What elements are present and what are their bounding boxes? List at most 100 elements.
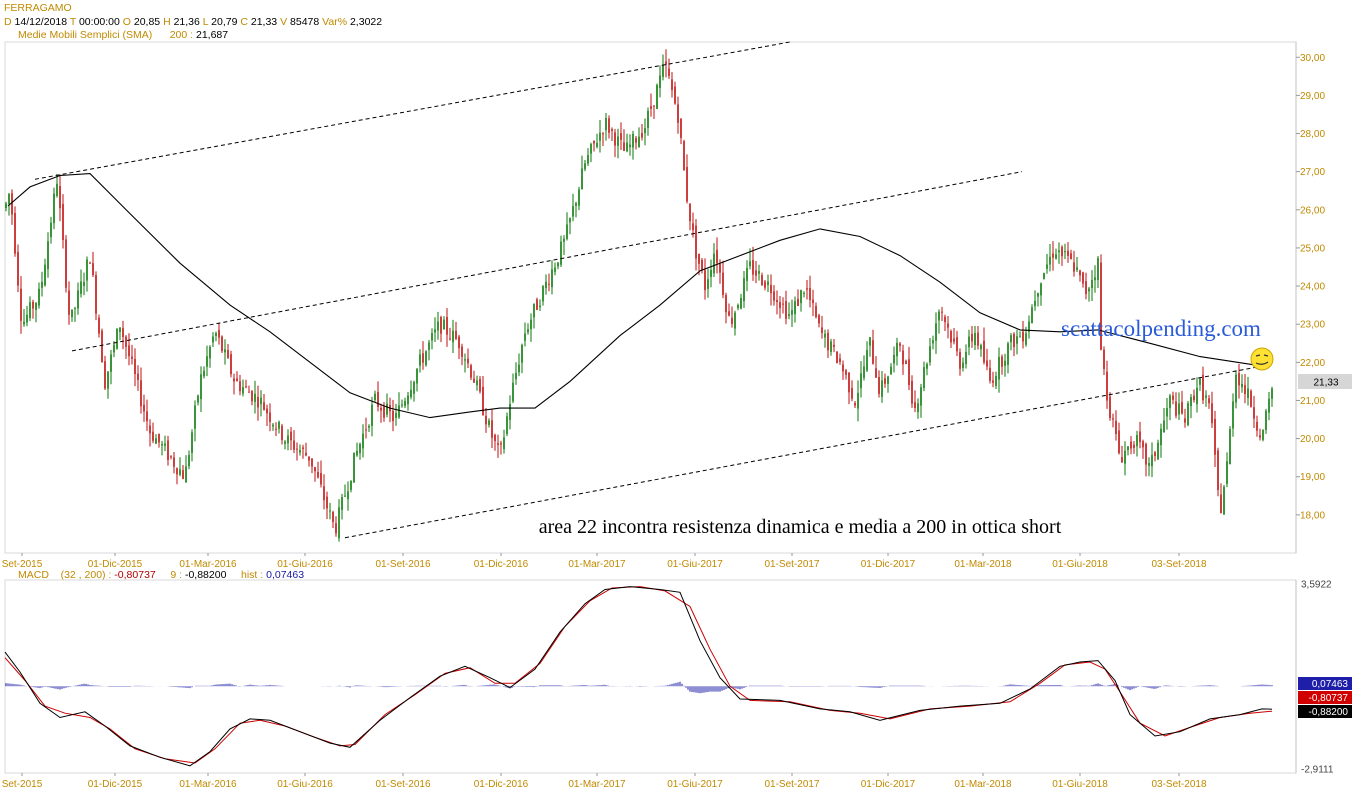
price-y-tick-label: 29,00 [1300,91,1325,102]
candle-body [743,278,745,302]
candle-body [1148,463,1150,466]
candle-body [1157,442,1159,460]
candle-body [1100,262,1102,350]
time-value: 00:00:00 [78,16,120,28]
x-tick-label: 01-Mar-2017 [568,559,626,570]
candle-body [251,391,253,402]
x-tick-label: 01-Set-2016 [375,779,430,790]
candle-body [980,345,982,350]
candle-body [551,269,553,288]
candle-body [623,142,625,151]
candle-body [284,441,286,444]
candle-body [242,387,244,394]
macd-value-tag-label: -0,88200 [1309,707,1349,718]
candle-body [314,467,316,472]
candle-body [920,387,922,406]
candle-body [1013,333,1015,347]
candle-body [134,358,136,375]
candle-body [140,380,142,407]
candle-body [257,396,259,408]
candle-body [335,523,337,534]
macd-x-ticks: Set-2015 01-Dic-2015 01-Mar-2016 01-Giu-201… [2,773,1207,790]
candle-body [722,272,724,295]
candle-body [512,382,514,402]
candle-body [446,316,448,335]
price-panel-frame [4,41,1297,554]
candle-body [866,350,868,371]
candle-body [782,303,784,305]
date-label: D [4,16,12,28]
candle-body [476,380,478,386]
candle-body [1136,435,1138,447]
candle-body [1163,420,1165,433]
candle-body [710,269,712,277]
candle-body [563,238,565,242]
trendline [344,365,1263,539]
candle-body [758,271,760,274]
candle-body [848,372,850,393]
candle-body [1118,430,1120,454]
candle-body [176,468,178,475]
candle-body [1079,270,1081,276]
candle-body [293,440,295,450]
candle-body [356,450,358,456]
candle-body [923,367,925,389]
candle-body [470,365,472,378]
candle-body [803,292,805,294]
candle-body [95,275,97,314]
candle-body [503,437,505,450]
candle-body [824,333,826,338]
candle-body [797,298,799,306]
candle-body [1262,430,1264,440]
candle-body [611,129,613,131]
candle-body [881,380,883,397]
candle-body [1172,395,1174,400]
candle-body [896,342,898,357]
candle-body [413,381,415,394]
macd-y-tick-label: 3,5922 [1301,580,1332,591]
candle-body [143,404,145,412]
candle-body [884,378,886,384]
candle-body [110,354,112,372]
candle-body [101,330,103,363]
candle-body [77,290,79,309]
candle-body [854,402,856,406]
candle-body [785,301,787,319]
candle-body [677,104,679,123]
candle-body [5,203,7,208]
candle-body [908,359,910,386]
candle-body [1091,279,1093,288]
candle-body [992,380,994,383]
candle-body [440,317,442,334]
candle-body [830,341,832,353]
candle-body [74,308,76,310]
candle-body [350,480,352,490]
candle-body [383,406,385,418]
candle-body [119,327,121,333]
x-tick-label: 01-Mar-2017 [568,779,626,790]
candle-body [638,136,640,148]
candle-body [761,275,763,286]
candle-body [395,413,397,418]
candle-body [290,431,292,441]
price-y-tick-label: 22,00 [1300,358,1325,369]
candle-body [416,369,418,384]
candle-body [41,281,43,288]
candle-body [1151,454,1153,467]
x-tick-label: 01-Giu-2018 [1052,779,1108,790]
candle-body [1265,410,1267,430]
candle-body [821,327,823,333]
candle-body [1196,387,1198,405]
candle-body [1160,428,1162,446]
candle-body [170,456,172,458]
macd-value: -0,80737 [114,569,156,581]
candle-body [329,510,331,512]
candle-body [8,194,10,204]
instrument-title: FERRAGAMO [4,2,72,14]
candle-body [683,141,685,170]
candle-body [914,402,916,408]
candle-body [353,452,355,483]
volume-value: 85478 [290,16,320,28]
candle-body [1124,450,1126,464]
hist-label: hist : [241,569,264,581]
